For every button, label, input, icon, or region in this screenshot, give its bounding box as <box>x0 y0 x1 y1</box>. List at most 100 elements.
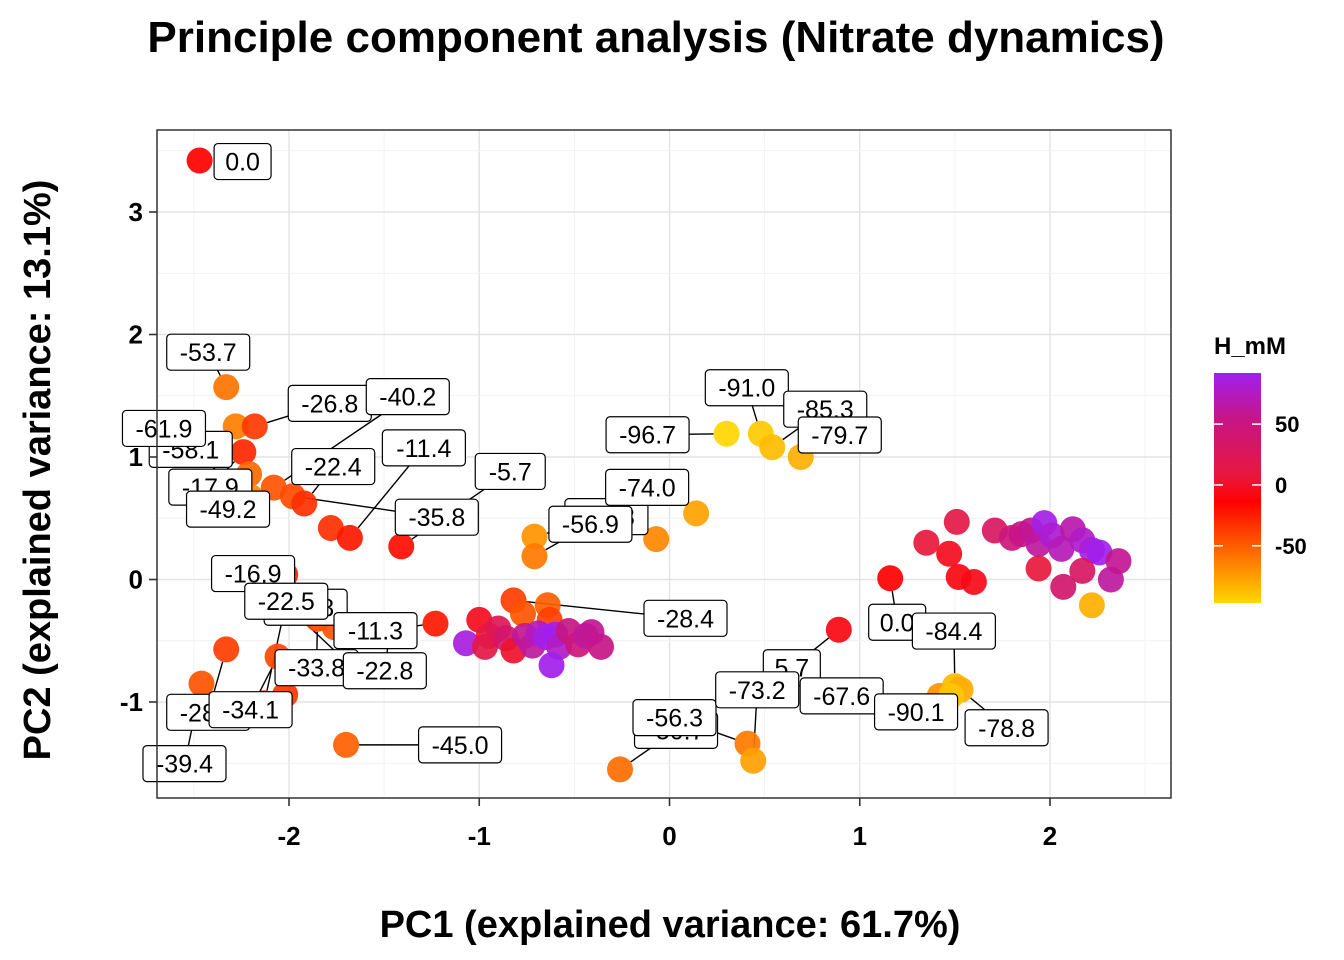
label-connector <box>305 497 396 512</box>
label-connector <box>416 624 423 627</box>
legend-tick-label: -50 <box>1275 534 1307 559</box>
data-point <box>1078 592 1105 619</box>
point-label-box <box>632 699 717 737</box>
point-label: -22.4 <box>305 454 362 482</box>
data-point <box>913 529 940 556</box>
point-labels: 0.0-53.7-58.1-26.8-17.9-49.2-40.2-61.9-3… <box>121 142 1049 783</box>
point-label: -49.2 <box>200 496 257 524</box>
point-label-box <box>964 709 1049 747</box>
data-point <box>336 524 363 551</box>
label-connector <box>216 369 221 376</box>
data-point <box>230 439 257 466</box>
point-label-box <box>643 599 728 637</box>
data-points <box>186 147 1132 783</box>
data-point <box>186 147 213 174</box>
point-label-box <box>548 505 633 543</box>
y-tick-label: 1 <box>129 442 143 472</box>
color-legend: H_mM 50 0 -50 <box>1214 333 1307 603</box>
point-label-box <box>873 693 959 731</box>
x-axis: -2 -1 0 1 2 <box>277 798 1057 851</box>
point-label: -34.1 <box>222 697 279 725</box>
data-point <box>1050 573 1077 600</box>
point-label-box <box>394 498 479 536</box>
point-label-box <box>142 745 227 783</box>
point-label-box <box>208 691 293 729</box>
point-label: -90.1 <box>888 699 945 727</box>
point-label: -91.0 <box>718 375 775 403</box>
data-point <box>291 490 318 517</box>
point-label: -26.8 <box>301 390 358 418</box>
point-label-box <box>381 429 466 467</box>
x-tick-label: 1 <box>853 821 867 851</box>
chart-title: Principle component analysis (Nitrate dy… <box>147 13 1164 62</box>
point-label-box <box>185 490 271 528</box>
plot-border <box>156 129 1172 799</box>
label-connector <box>212 661 224 695</box>
legend-title: H_mM <box>1214 333 1286 360</box>
point-label-box <box>605 468 690 506</box>
point-label: 0.0 <box>880 609 915 637</box>
point-label: -61.9 <box>135 415 192 443</box>
x-tick-label: 0 <box>662 821 676 851</box>
point-label: -56.3 <box>646 705 703 733</box>
x-axis-title: PC1 (explained variance: 61.7%) <box>380 904 961 946</box>
point-label: -73.2 <box>729 677 786 705</box>
point-label-box <box>797 416 882 454</box>
data-point <box>521 523 548 550</box>
data-point <box>759 434 786 461</box>
legend-colorbar <box>1214 373 1261 603</box>
label-connector <box>630 747 651 763</box>
label-connector <box>311 484 320 494</box>
legend-tick-label: 50 <box>1275 412 1299 437</box>
point-label-box <box>417 726 503 764</box>
label-connector <box>813 637 830 651</box>
data-point <box>213 374 240 401</box>
label-connector <box>891 591 896 605</box>
point-label: -78.8 <box>978 715 1035 743</box>
data-point <box>960 568 987 595</box>
data-point <box>422 610 449 637</box>
point-label-box <box>342 652 427 690</box>
label-connector <box>545 541 560 551</box>
point-label-box <box>715 671 800 709</box>
data-point <box>607 756 634 783</box>
data-point <box>188 670 215 697</box>
data-point <box>1048 535 1075 562</box>
x-tick-label: -2 <box>277 821 300 851</box>
label-connector <box>970 697 986 711</box>
point-label-box <box>605 416 690 454</box>
point-label-box <box>911 612 996 650</box>
point-label: -40.2 <box>379 384 436 412</box>
data-point <box>521 543 548 570</box>
label-connector <box>357 465 410 529</box>
point-label-box <box>474 452 546 491</box>
data-point <box>578 619 605 646</box>
y-tick-label: 3 <box>129 197 143 227</box>
data-point <box>713 420 740 447</box>
point-label: -45.0 <box>432 732 489 760</box>
legend-tick-label: 0 <box>1275 473 1287 498</box>
point-label: -74.0 <box>619 474 676 502</box>
data-point <box>388 533 415 560</box>
data-point <box>683 500 710 527</box>
point-label: -79.7 <box>811 422 868 450</box>
point-label-box <box>333 611 418 650</box>
point-label: -11.4 <box>396 435 451 463</box>
point-label: -11.3 <box>348 618 403 646</box>
point-label: 0.0 <box>225 149 260 177</box>
data-point <box>333 731 360 758</box>
y-tick-label: -1 <box>120 687 143 717</box>
data-point <box>1025 555 1052 582</box>
data-point <box>538 652 565 679</box>
point-label-box <box>166 333 251 371</box>
point-label-box <box>213 142 272 181</box>
data-point <box>943 508 970 535</box>
point-label: -39.4 <box>156 751 213 779</box>
point-label: -53.7 <box>180 339 237 367</box>
point-label: -28.4 <box>657 605 714 633</box>
point-label-box <box>244 582 329 620</box>
point-label: -5.7 <box>489 458 532 486</box>
point-label-box <box>291 447 376 486</box>
point-label: -22.5 <box>258 588 315 616</box>
